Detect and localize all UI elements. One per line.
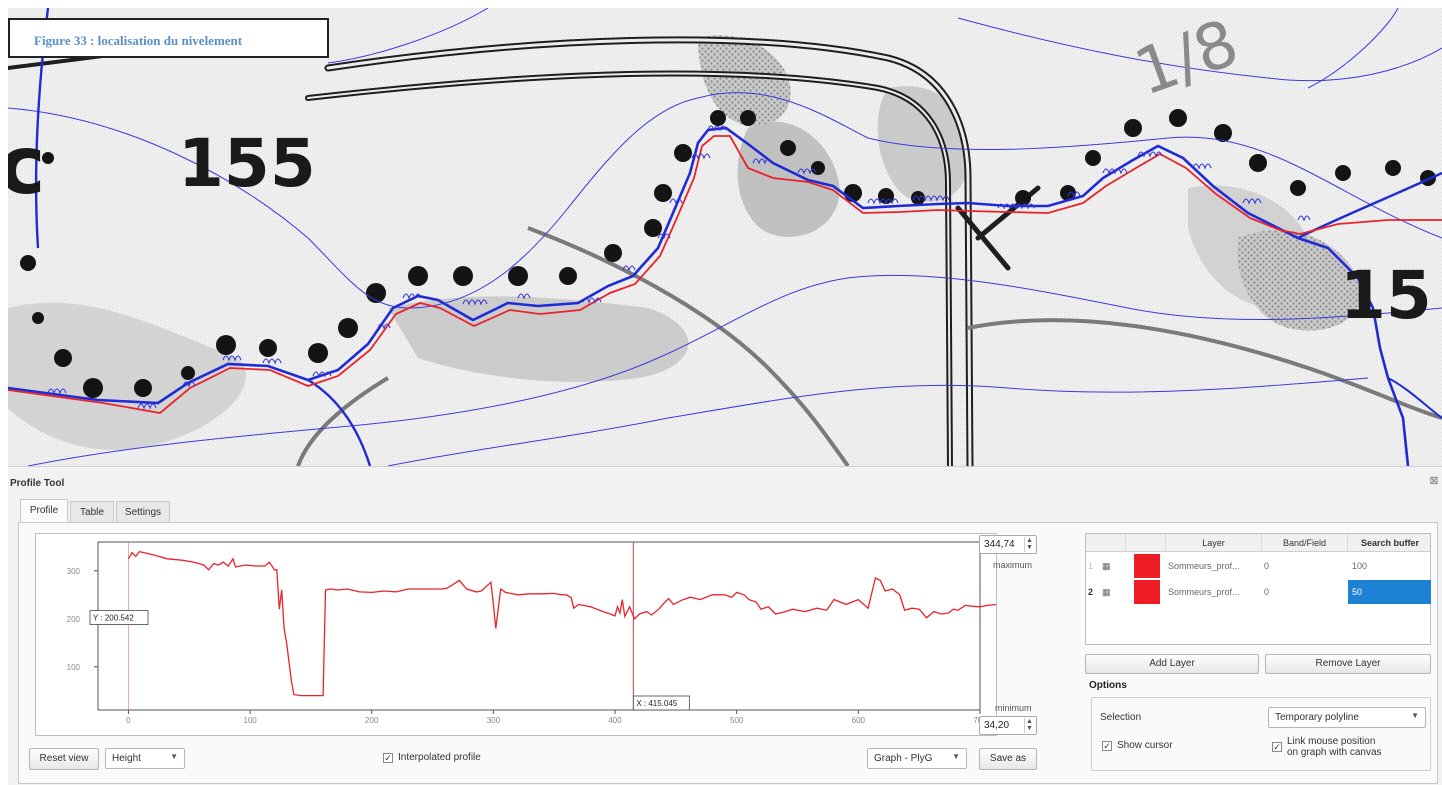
show-cursor-label: Show cursor <box>1117 740 1173 751</box>
link-mouse-checkbox[interactable]: ✓ Link mouse position on graph with canvas <box>1272 736 1382 758</box>
header-buffer: Search buffer <box>1360 538 1420 548</box>
figure-caption: Figure 33 : localisation du nivelement <box>8 18 329 58</box>
y-tick-label: 300 <box>67 567 81 576</box>
x-tick-label: 400 <box>608 716 622 725</box>
remove-layer-button[interactable]: Remove Layer <box>1265 654 1431 674</box>
graph-library-value: Graph - PlyG <box>874 753 933 764</box>
map-drawing: 155 15 1/8 c <box>8 8 1442 466</box>
layer-table[interactable]: Layer Band/Field Search buffer 1 ▦ Somme… <box>1085 533 1431 645</box>
checkbox-checked-icon[interactable]: ✓ <box>1272 742 1282 752</box>
add-layer-button[interactable]: Add Layer <box>1085 654 1259 674</box>
max-value: 344,74 <box>984 539 1015 550</box>
checkbox-checked-icon[interactable]: ✓ <box>383 753 393 763</box>
link-mouse-label: Link mouse position <box>1287 736 1376 747</box>
profile-plot-frame[interactable]: 0100200300400500600700300200100Y : 200.5… <box>35 533 997 736</box>
plot-mode-select[interactable]: Height ▼ <box>105 748 185 769</box>
stippled-area-east <box>1237 230 1361 331</box>
stippled-area-north <box>698 35 791 127</box>
header-color <box>1126 534 1166 552</box>
x-tick-label: 600 <box>852 716 866 725</box>
selection-label: Selection <box>1100 712 1142 723</box>
plot-axes-box <box>97 541 981 711</box>
band-field[interactable]: 0 <box>1264 561 1270 571</box>
profile-series-line <box>127 550 996 697</box>
checkbox-checked-icon[interactable]: ✓ <box>1102 741 1112 751</box>
profile-plot[interactable]: 0100200300400500600700300200100Y : 200.5… <box>36 534 996 735</box>
tab-table[interactable]: Table <box>70 501 114 523</box>
max-label: maximum <box>993 560 1033 570</box>
selection-mode-select[interactable]: Temporary polyline ▼ <box>1268 707 1426 728</box>
layer-name: Sommeurs_prof... <box>1168 561 1240 571</box>
chevron-down-icon: ▼ <box>1411 711 1419 720</box>
tab-profile[interactable]: Profile <box>20 499 68 523</box>
contour-lines <box>8 8 1442 466</box>
boundary-dots <box>20 109 1436 398</box>
min-value: 34,20 <box>984 720 1010 731</box>
x-tick-label: 500 <box>730 716 744 725</box>
map-canvas[interactable]: 155 15 1/8 c Figure 33 : localisation du… <box>8 8 1442 466</box>
min-value-spinbox[interactable]: 34,20 ▲ ▼ <box>979 716 1037 735</box>
graph-library-select[interactable]: Graph - PlyG ▼ <box>867 748 967 769</box>
layer-color-swatch[interactable] <box>1134 580 1160 604</box>
row-number: 2 <box>1088 587 1094 597</box>
layer-table-header: Layer Band/Field Search buffer <box>1086 534 1430 552</box>
spin-arrows-icon[interactable]: ▲ ▼ <box>1024 718 1034 733</box>
link-mouse-label-2: on graph with canvas <box>1287 747 1382 758</box>
x-cursor-label: X : 415.045 <box>636 699 677 708</box>
x-tick-label: 0 <box>126 716 131 725</box>
y-tick-label: 200 <box>67 615 81 624</box>
layer-options-panel: Layer Band/Field Search buffer 1 ▦ Somme… <box>1085 533 1431 781</box>
x-tick-label: 100 <box>243 716 257 725</box>
x-tick-label: 200 <box>365 716 379 725</box>
panel-title: Profile Tool <box>10 478 65 489</box>
map-label-15: 15 <box>1340 257 1432 334</box>
interpolated-profile-label: Interpolated profile <box>398 752 481 763</box>
interpolated-profile-checkbox[interactable]: ✓ Interpolated profile <box>383 752 481 763</box>
map-label-c: c <box>8 119 45 212</box>
min-label: minimum <box>995 703 1032 713</box>
chevron-down-icon: ▼ <box>170 752 178 761</box>
header-layer: Layer <box>1166 534 1262 552</box>
band-field[interactable]: 0 <box>1264 587 1270 597</box>
layer-color-swatch[interactable] <box>1134 554 1160 578</box>
y-tick-label: 100 <box>67 663 81 672</box>
x-cursor-box <box>632 695 690 711</box>
roads <box>8 36 1041 466</box>
selection-mode-value: Temporary polyline <box>1275 712 1359 723</box>
options-group: Selection Temporary polyline ▼ ✓ Show cur… <box>1091 697 1431 771</box>
show-cursor-checkbox[interactable]: ✓ Show cursor <box>1102 740 1173 751</box>
profile-line-red <box>8 135 1442 414</box>
x-tick-label: 300 <box>487 716 501 725</box>
visibility-checkbox-icon[interactable]: ▦ <box>1102 587 1111 597</box>
search-buffer[interactable]: 100 <box>1352 561 1368 571</box>
profile-tab-body: 0100200300400500600700300200100Y : 200.5… <box>18 522 1438 784</box>
layer-name: Sommeurs_prof... <box>1168 587 1240 597</box>
survey-path-blue <box>8 126 1410 466</box>
y-cursor-label: Y : 200.542 <box>93 614 134 623</box>
y-cursor-box <box>89 610 149 625</box>
close-icon[interactable]: ⊠ <box>1429 475 1439 487</box>
plot-mode-value: Height <box>112 753 141 764</box>
save-as-button[interactable]: Save as <box>979 748 1037 770</box>
header-num <box>1086 534 1126 552</box>
search-buffer-selected[interactable]: 50 <box>1348 580 1431 604</box>
visibility-checkbox-icon[interactable]: ▦ <box>1102 561 1111 571</box>
row-number: 1 <box>1088 561 1094 571</box>
max-value-spinbox[interactable]: 344,74 ▲ ▼ <box>979 535 1037 554</box>
profile-tool-panel: Profile Tool ⊠ Profile Table Settings 0 1… <box>8 466 1442 785</box>
road-blue-se <box>1387 377 1442 419</box>
road-blue-south <box>307 378 372 466</box>
survey-markers <box>47 125 1311 410</box>
reset-view-button[interactable]: Reset view <box>29 748 99 770</box>
tab-settings[interactable]: Settings <box>116 501 170 523</box>
map-label-155: 155 <box>178 125 316 202</box>
options-title: Options <box>1089 680 1127 691</box>
spin-arrows-icon[interactable]: ▲ ▼ <box>1024 537 1034 552</box>
header-band: Band/Field <box>1262 534 1348 552</box>
chevron-down-icon: ▼ <box>952 752 960 761</box>
